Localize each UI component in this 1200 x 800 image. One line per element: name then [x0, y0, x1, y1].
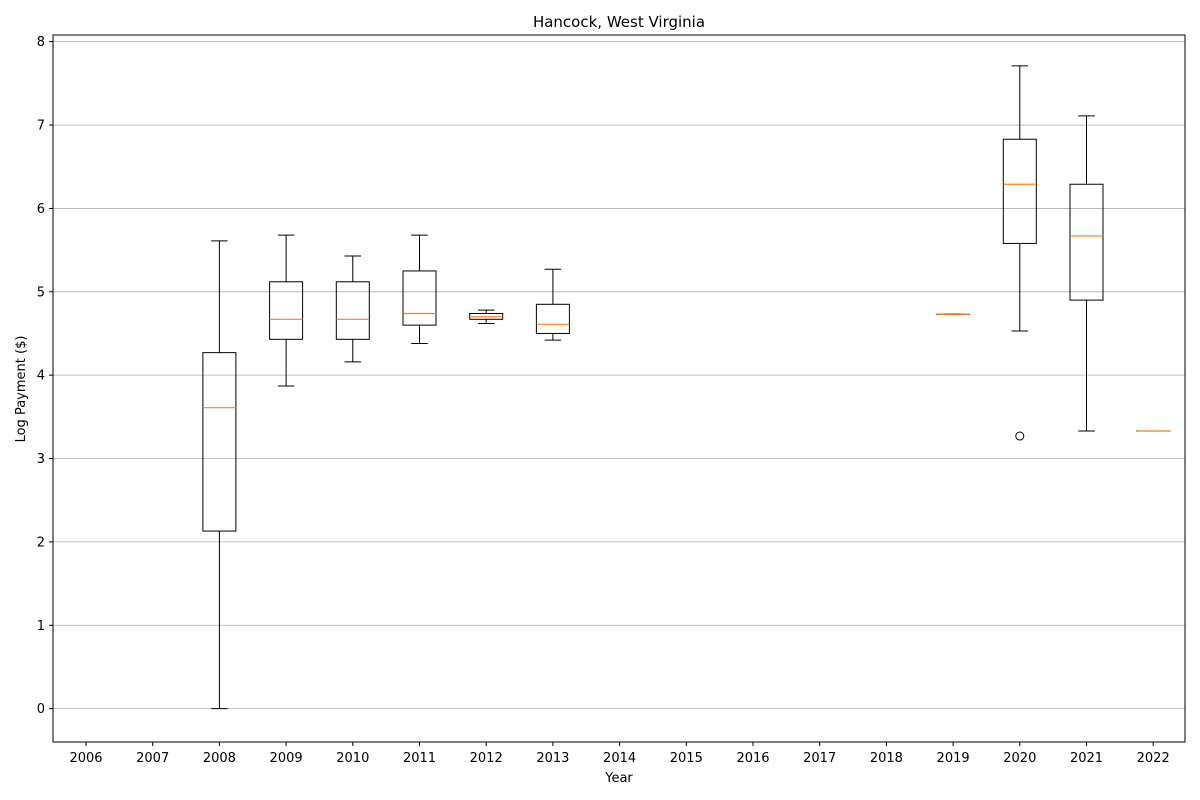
x-tick-label: 2015 [670, 751, 703, 766]
x-tick-label: 2013 [536, 751, 569, 766]
grid-lines [53, 41, 1185, 710]
box-iqr [1069, 183, 1104, 301]
y-tick-label: 1 [37, 619, 45, 634]
x-tick-label: 2006 [69, 751, 102, 766]
x-axis-label: Year [604, 771, 633, 786]
y-tick-label: 3 [37, 452, 45, 467]
box-iqr [202, 352, 237, 532]
box-2012 [469, 309, 504, 324]
x-tick-label: 2010 [336, 751, 369, 766]
y-tick-label: 5 [37, 285, 45, 300]
chart-title: Hancock, West Virginia [533, 13, 705, 31]
plot-frame [52, 34, 1186, 743]
y-tick-label: 0 [37, 702, 45, 717]
box-iqr [335, 281, 370, 340]
box-2011 [402, 234, 437, 344]
box-2010 [335, 255, 370, 363]
box-iqr [1002, 138, 1037, 244]
x-tick-label: 2016 [736, 751, 769, 766]
box-2008 [202, 240, 237, 710]
x-axis: 2006 2007 2008 2009 2010 2011 2012 2013 2014 2015… [69, 742, 1170, 766]
x-tick-label: 2014 [603, 751, 636, 766]
x-tick-label: 2009 [270, 751, 303, 766]
box-2009 [269, 234, 304, 387]
box-iqr [535, 303, 570, 334]
x-tick-label: 2019 [937, 751, 970, 766]
box-iqr [269, 281, 304, 340]
box-2021 [1069, 115, 1104, 432]
box-iqr [402, 270, 437, 326]
outlier-point [1015, 431, 1025, 441]
y-tick-label: 8 [37, 35, 45, 50]
y-axis: 0 1 2 3 4 5 6 7 8 [37, 35, 53, 717]
x-tick-label: 2017 [803, 751, 836, 766]
x-tick-label: 2008 [203, 751, 236, 766]
x-tick-label: 2021 [1070, 751, 1103, 766]
x-tick-label: 2007 [136, 751, 169, 766]
x-tick-label: 2022 [1137, 751, 1170, 766]
x-tick-label: 2020 [1003, 751, 1036, 766]
x-tick-label: 2018 [870, 751, 903, 766]
x-tick-label: 2011 [403, 751, 436, 766]
y-tick-label: 4 [37, 369, 45, 384]
y-axis-label: Log Payment ($) [14, 336, 29, 443]
y-tick-label: 6 [37, 202, 45, 217]
box-2013 [535, 268, 570, 341]
box-2020 [1002, 65, 1037, 441]
y-tick-label: 7 [37, 119, 45, 134]
x-tick-label: 2012 [470, 751, 503, 766]
y-tick-label: 2 [37, 535, 45, 550]
boxes [202, 65, 1171, 710]
